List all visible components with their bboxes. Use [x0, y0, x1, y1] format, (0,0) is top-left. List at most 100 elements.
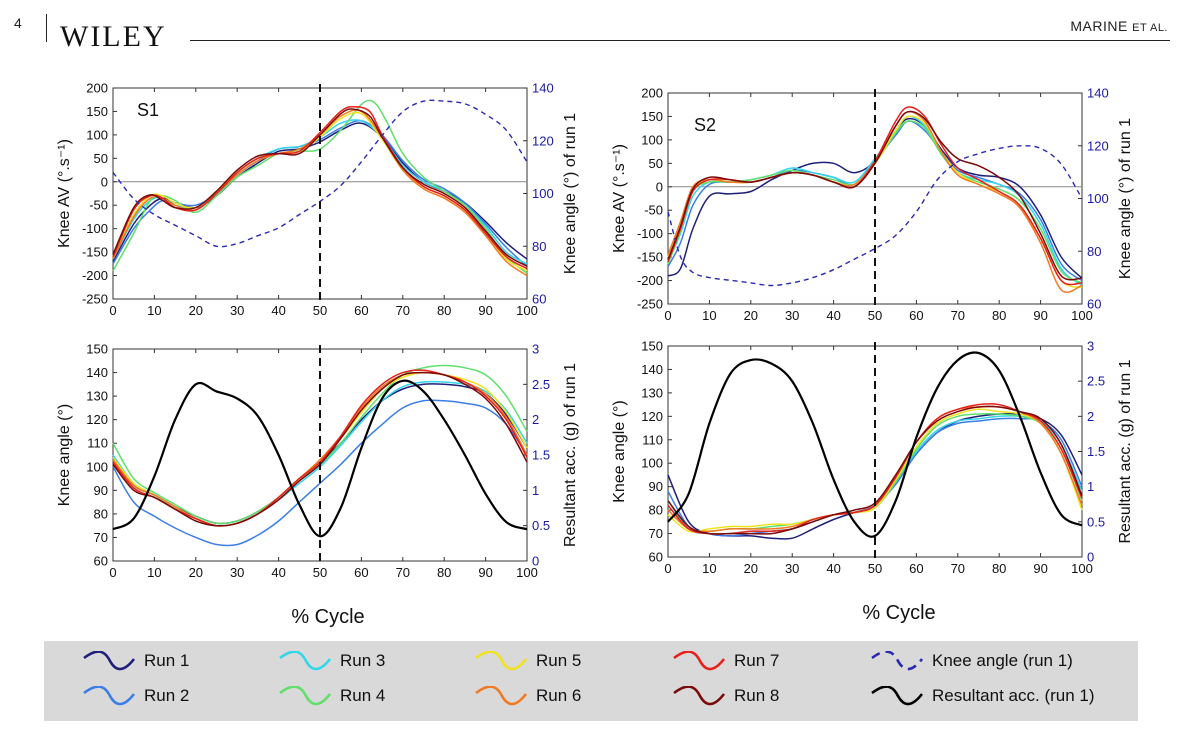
resultant-acc-run1-line	[112, 379, 528, 538]
y2-tick-label: 1	[532, 483, 539, 498]
y-tick-label: 150	[86, 342, 108, 357]
y-tick-label: 60	[649, 550, 663, 565]
x-tick-label: 80	[437, 303, 451, 318]
legend-item: Run 1	[82, 649, 189, 673]
x-tick-label: 90	[478, 303, 492, 318]
y2-tick-label: 60	[1087, 297, 1101, 312]
x-tick-label: 100	[1071, 308, 1093, 323]
y2-tick-label: 1.5	[1087, 444, 1105, 459]
legend-swatch-dashed	[871, 651, 924, 671]
legend-label: Run 5	[536, 651, 582, 670]
y-tick-label: 90	[94, 483, 108, 498]
legend-item: Run 3	[278, 649, 385, 673]
legend-swatch	[475, 686, 528, 706]
x-tick-label: 10	[702, 308, 716, 323]
subject-label: S2	[694, 115, 716, 135]
x-tick-label: 40	[271, 303, 285, 318]
journal-logo: WILEY	[60, 20, 167, 53]
y2-tick-label: 60	[532, 292, 546, 307]
y2-tick-label: 0.5	[532, 518, 550, 533]
y2-tick-label: 80	[532, 239, 546, 254]
series-line-run-8	[667, 110, 1083, 281]
y-tick-label: 110	[642, 432, 663, 447]
x-tick-label: 20	[744, 308, 758, 323]
y-tick-label: -50	[644, 203, 663, 218]
y2-tick-label: 0	[532, 554, 539, 569]
y-tick-label: 90	[649, 479, 663, 494]
y-tick-label: -50	[89, 198, 108, 213]
legend-label: Run 8	[734, 686, 780, 705]
x-tick-label: 20	[189, 565, 203, 580]
subject-label: S1	[137, 100, 159, 120]
resultant-acc-run1-line	[667, 351, 1083, 538]
legend-label: Run 2	[144, 686, 190, 705]
y2-tick-label: 3	[1087, 339, 1094, 354]
x-tick-label: 50	[313, 303, 327, 318]
y-tick-label: 120	[641, 409, 663, 424]
x-tick-label: 30	[785, 308, 799, 323]
knee-angle-run1-line	[667, 145, 1083, 287]
y2-tick-label: 100	[532, 186, 554, 201]
legend-swatch-line	[279, 651, 332, 671]
legend-item: Run 5	[474, 649, 581, 673]
y-tick-label: 100	[641, 132, 663, 147]
y-tick-label: 140	[641, 362, 663, 377]
x-tick-label: 10	[147, 303, 161, 318]
knee-angle-run1-line	[112, 99, 528, 248]
y-tick-label: 150	[641, 109, 663, 124]
y-tick-label: 130	[86, 389, 108, 404]
legend-label: Run 7	[734, 651, 780, 670]
y-tick-label: 130	[641, 385, 663, 400]
x-tick-label: 60	[909, 308, 923, 323]
y-tick-label: 140	[86, 365, 108, 380]
y2-tick-label: 2.5	[1087, 374, 1105, 389]
y2-tick-label: 3	[532, 342, 539, 357]
legend-swatch-line	[83, 651, 136, 671]
y-tick-label: 80	[94, 506, 108, 521]
y-tick-label: -200	[637, 273, 663, 288]
y-axis-title: Knee AV (°.s⁻¹)	[611, 144, 628, 253]
y-axis-title: Knee angle (°)	[56, 404, 73, 506]
y-tick-label: -150	[82, 245, 108, 260]
y-tick-label: 70	[94, 530, 108, 545]
y-tick-label: 200	[641, 86, 663, 101]
legend: Run 1 Run 2 Run 3 Run 4 Run 5 Run 6 Run 7 Run 8…	[44, 641, 1138, 721]
x-tick-label: 40	[826, 561, 840, 576]
x-tick-label: 10	[702, 561, 716, 576]
legend-swatch-line	[83, 686, 136, 706]
y-axis-title: Knee angle (°)	[611, 400, 628, 502]
y-tick-label: -250	[637, 297, 663, 312]
y2-tick-label: 2.5	[532, 377, 550, 392]
x-tick-label: 90	[1033, 561, 1047, 576]
y-tick-label: 50	[649, 156, 663, 171]
y-tick-label: 150	[86, 104, 108, 119]
x-tick-label: 60	[354, 565, 368, 580]
legend-label: Resultant acc. (run 1)	[932, 686, 1095, 705]
legend-item: Resultant acc. (run 1)	[870, 684, 1095, 708]
y-tick-label: 200	[86, 81, 108, 96]
y-tick-label: -100	[637, 226, 663, 241]
legend-swatch-line	[475, 651, 528, 671]
x-tick-label: 40	[271, 565, 285, 580]
legend-label: Run 1	[144, 651, 190, 670]
author-name: MARINE	[1070, 18, 1128, 34]
panel-s1-knee-angle: 0 10 20 30 40 50 60 70 80 90 100607080901001101201…	[56, 342, 579, 581]
x-tick-label: 70	[951, 561, 965, 576]
legend-item: Run 6	[474, 684, 581, 708]
x-tick-label: 20	[189, 303, 203, 318]
legend-label: Knee angle (run 1)	[932, 651, 1073, 670]
x-tick-label: 10	[147, 565, 161, 580]
legend-swatch-line	[279, 686, 332, 706]
y2-tick-label: 100	[1087, 191, 1109, 206]
x-tick-label: 60	[909, 561, 923, 576]
y2-tick-label: 2	[1087, 409, 1094, 424]
header-rule	[190, 40, 1170, 41]
y2-tick-label: 1.5	[532, 448, 550, 463]
y-tick-label: 50	[94, 151, 108, 166]
y2-axis-title: Knee angle (°) of run 1	[562, 113, 579, 274]
y2-tick-label: 120	[1087, 138, 1109, 153]
x-tick-label: 0	[109, 303, 116, 318]
legend-label: Run 4	[340, 686, 386, 705]
y-tick-label: 120	[86, 412, 108, 427]
legend-item: Knee angle (run 1)	[870, 649, 1073, 673]
